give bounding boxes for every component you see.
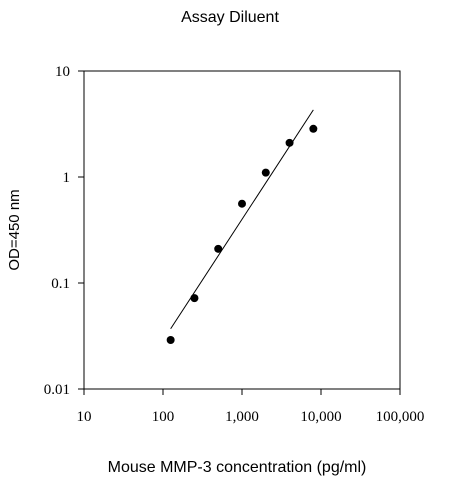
data-point [285,138,294,147]
plot-frame [83,70,401,390]
y-axis-ticks [78,70,84,390]
y-axis-label: OD=450 nm [6,189,23,270]
x-tick-label: 1,000 [225,409,259,425]
x-axis-label: Mouse MMP-3 concentration (pg/ml) [108,459,367,476]
data-point [190,294,199,303]
data-point [261,168,270,177]
y-tick-label: 0.01 [44,382,70,398]
y-tick-labels: 0.01 0.1 1 10 [44,64,70,398]
y-tick-label: 10 [55,64,70,80]
plot-area [78,70,401,395]
y-tick-label: 1 [63,170,71,186]
data-point [238,199,246,208]
x-tick-labels: 10 100 1,000 10,000 100,000 [77,409,425,425]
x-tick-label: 100 [152,409,175,425]
x-tick-label: 10 [77,409,92,425]
data-points [166,124,318,344]
x-axis-ticks [83,389,401,395]
chart-title: Assay Diluent [181,9,279,26]
data-point [214,244,223,253]
data-point [166,335,175,344]
x-tick-label: 100,000 [376,409,425,425]
data-point [309,124,318,133]
x-tick-label: 10,000 [300,409,341,425]
y-tick-label: 0.1 [51,276,70,292]
